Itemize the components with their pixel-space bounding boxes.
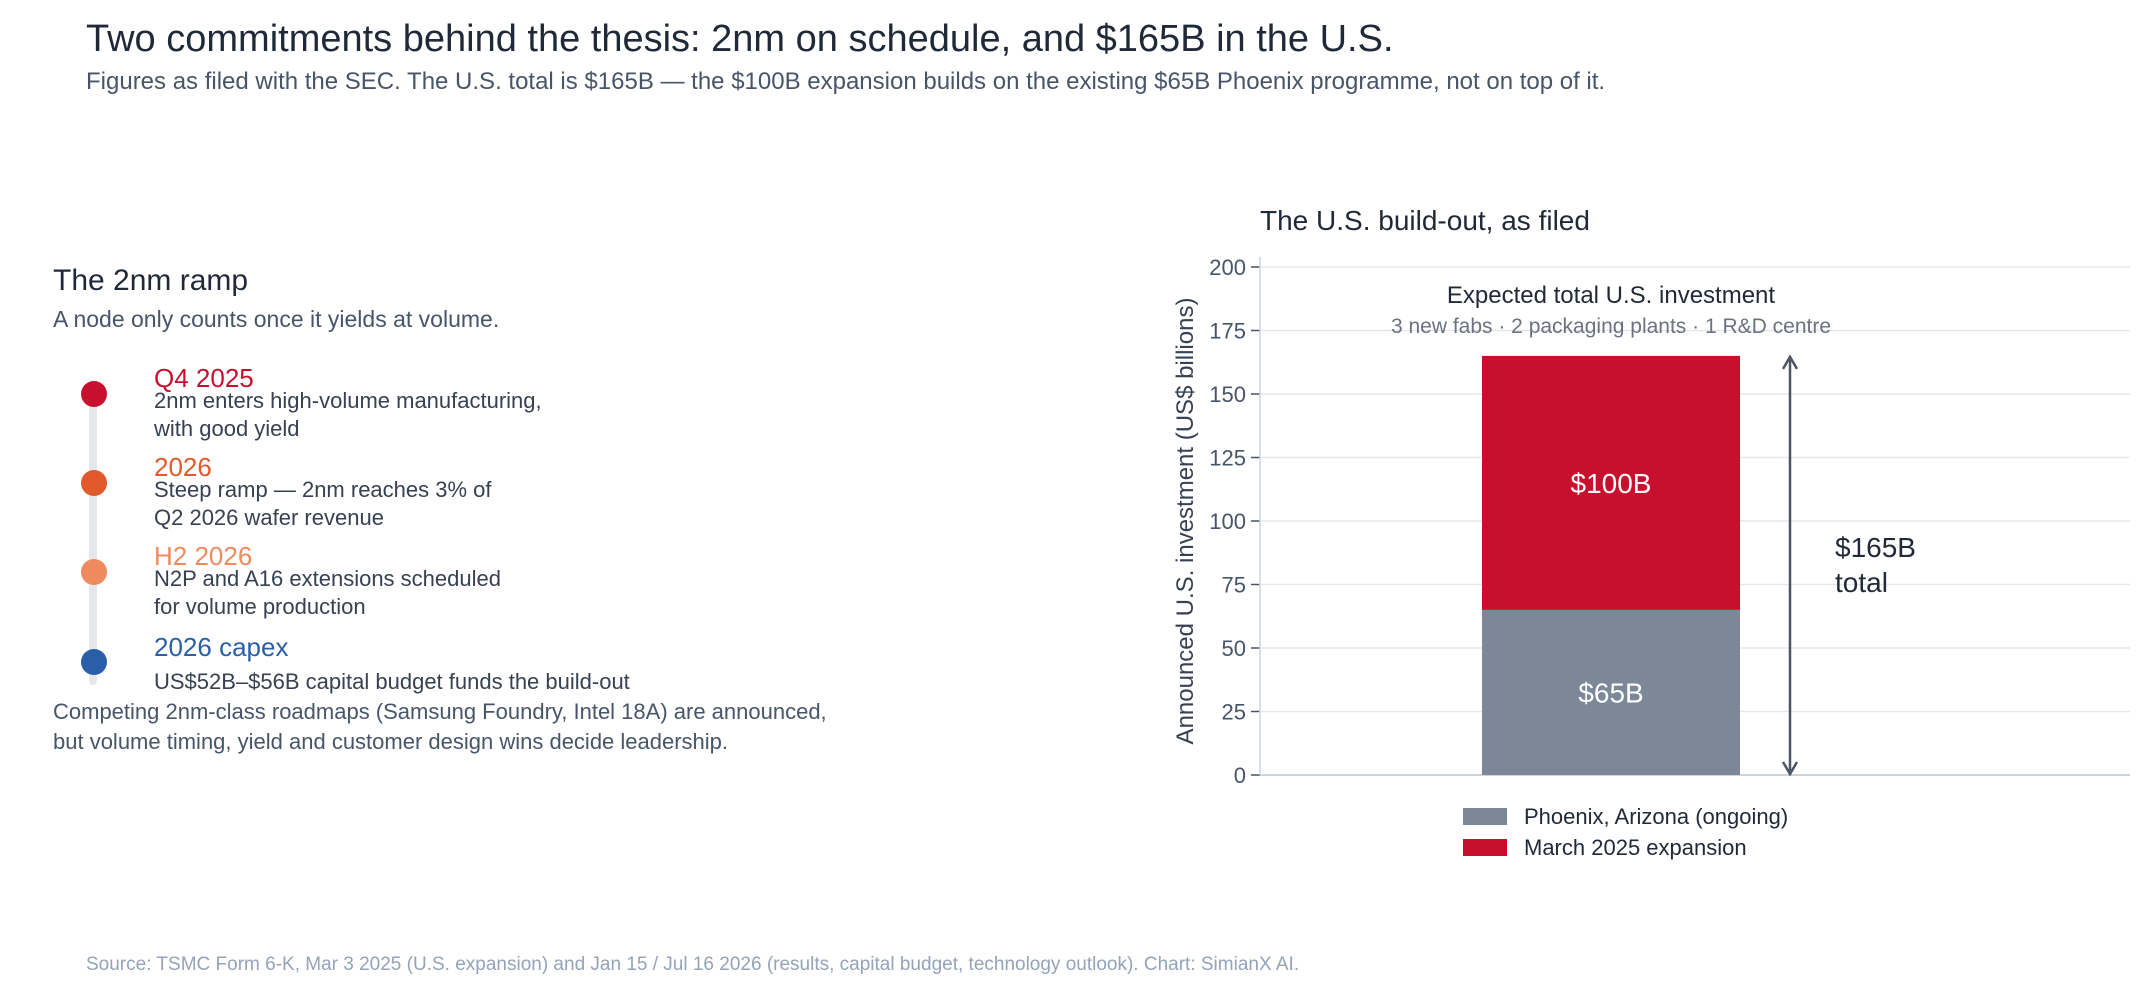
milestone-when: 2026 capex [154,632,289,662]
page-subtitle: Figures as filed with the SEC. The U.S. … [86,68,1606,95]
bar-segment-label: $65B [1578,677,1643,708]
total-arrow-head-up [1781,354,1799,370]
y-tick-label: 125 [1209,446,1246,471]
chart-title: The U.S. build-out, as filed [1260,205,1590,236]
milestone-dot [81,470,107,496]
legend-swatch [1463,839,1507,856]
total-label-suffix: total [1835,567,1888,598]
legend-label: March 2025 expansion [1524,835,1747,860]
bar-segment-phoenix [1482,609,1740,775]
y-tick-label: 0 [1234,763,1246,788]
y-tick-label: 150 [1209,382,1246,407]
ramp-subheading: A node only counts once it yields at vol… [53,306,500,332]
annotation-title: Expected total U.S. investment [1447,282,1775,309]
y-tick-label: 100 [1209,509,1246,534]
y-tick-label: 200 [1209,255,1246,280]
annotation-detail: 3 new fabs · 2 packaging plants · 1 R&D … [1391,315,1831,338]
milestone-when: Q4 2025 [154,363,254,393]
milestone-dot [81,649,107,675]
milestone-when: H2 2026 [154,541,253,571]
ramp-heading: The 2nm ramp [53,264,249,297]
total-label: $165B [1835,532,1916,563]
legend-swatch [1463,808,1507,825]
investment-chart: The U.S. build-out, as filed 0 25 50 75 100 12… [1172,205,2130,860]
milestone-description: N2P and A16 extensions scheduled for vol… [154,566,501,619]
milestone-dot [81,559,107,585]
y-tick-label: 50 [1222,636,1246,661]
legend-label: Phoenix, Arizona (ongoing) [1524,804,1788,829]
bar-segment-label: $100B [1571,468,1652,499]
milestone-when: 2026 [154,452,212,482]
y-axis-label: Announced U.S. investment (US$ billions) [1172,298,1199,745]
milestone-description: US$52B–$56B capital budget funds the bui… [154,669,630,694]
milestone-dot [81,381,107,407]
source-note: Source: TSMC Form 6-K, Mar 3 2025 (U.S. … [86,954,1300,975]
timeline-track [89,380,97,685]
milestone-description: Steep ramp — 2nm reaches 3% of Q2 2026 w… [154,477,492,530]
total-arrow-head-down [1781,761,1799,777]
milestone-description: 2nm enters high-volume manufacturing, wi… [154,388,542,441]
y-tick-label: 175 [1209,319,1246,344]
ramp-closing-note: Competing 2nm-class roadmaps (Samsung Fo… [53,699,827,754]
bar-segment-expansion [1482,355,1740,610]
page-title: Two commitments behind the thesis: 2nm o… [86,18,1394,60]
y-tick-label: 25 [1222,700,1246,725]
y-tick-label: 75 [1222,573,1246,598]
